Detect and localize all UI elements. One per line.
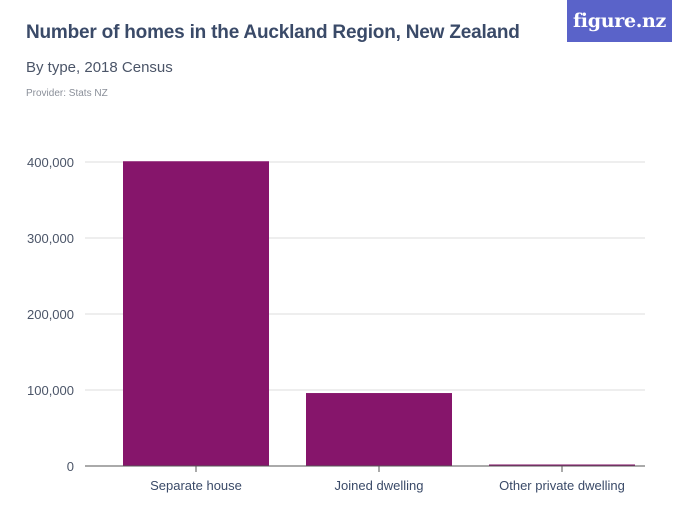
x-tick-label: Joined dwelling: [335, 478, 424, 493]
x-tick-label: Other private dwelling: [499, 478, 625, 493]
figure-nz-logo[interactable]: figure.nz: [567, 0, 672, 42]
provider-note: Provider: Stats NZ: [26, 88, 108, 99]
y-tick-label: 400,000: [27, 155, 74, 170]
x-tick-label: Separate house: [150, 478, 242, 493]
bar: [123, 161, 269, 467]
y-tick-label: 200,000: [27, 307, 74, 322]
chart-subtitle: By type, 2018 Census: [26, 59, 173, 76]
chart-title: Number of homes in the Auckland Region, …: [26, 22, 520, 43]
bar: [306, 393, 452, 466]
y-tick-label: 0: [67, 459, 74, 474]
y-tick-label: 300,000: [27, 231, 74, 246]
y-tick-label: 100,000: [27, 383, 74, 398]
bar: [489, 464, 635, 466]
